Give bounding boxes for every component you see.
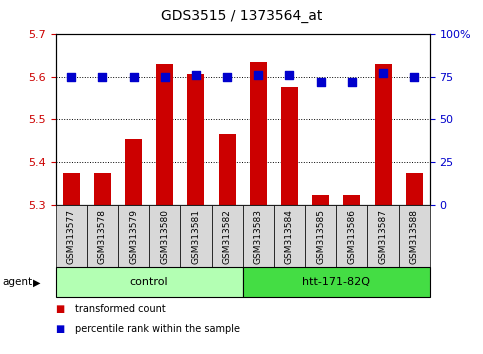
Text: GSM313579: GSM313579 [129,209,138,264]
Text: percentile rank within the sample: percentile rank within the sample [75,324,240,334]
Text: GSM313585: GSM313585 [316,209,325,264]
Text: htt-171-82Q: htt-171-82Q [302,277,370,287]
Text: ▶: ▶ [33,277,41,287]
Text: GSM313588: GSM313588 [410,209,419,264]
Bar [218,135,236,205]
Text: GSM313587: GSM313587 [379,209,387,264]
Bar [343,195,360,205]
Text: control: control [130,277,169,287]
Bar [156,64,173,205]
Point [348,79,356,85]
Text: GSM313577: GSM313577 [67,209,76,264]
Text: GSM313584: GSM313584 [285,209,294,264]
Point [223,74,231,79]
Point [317,79,325,85]
Text: agent: agent [2,277,32,287]
Point [161,74,169,79]
Bar [281,87,298,205]
Point [67,74,75,79]
Text: transformed count: transformed count [75,304,166,314]
Point [129,74,137,79]
Bar [312,195,329,205]
Point [192,72,200,78]
Text: ■: ■ [56,324,65,334]
Text: GSM313580: GSM313580 [160,209,169,264]
Bar [250,62,267,205]
Text: GSM313581: GSM313581 [191,209,200,264]
Point [379,70,387,76]
Text: ■: ■ [56,304,65,314]
Bar [94,173,111,205]
Point [255,72,262,78]
Point [99,74,106,79]
Text: GSM313578: GSM313578 [98,209,107,264]
Bar [187,74,204,205]
Bar [63,173,80,205]
Bar [374,64,392,205]
Bar [125,139,142,205]
Text: GSM313582: GSM313582 [223,209,232,264]
Bar [406,173,423,205]
Point [285,72,293,78]
Text: GSM313586: GSM313586 [347,209,356,264]
Point [411,74,418,79]
Text: GDS3515 / 1373564_at: GDS3515 / 1373564_at [161,9,322,23]
Text: GSM313583: GSM313583 [254,209,263,264]
